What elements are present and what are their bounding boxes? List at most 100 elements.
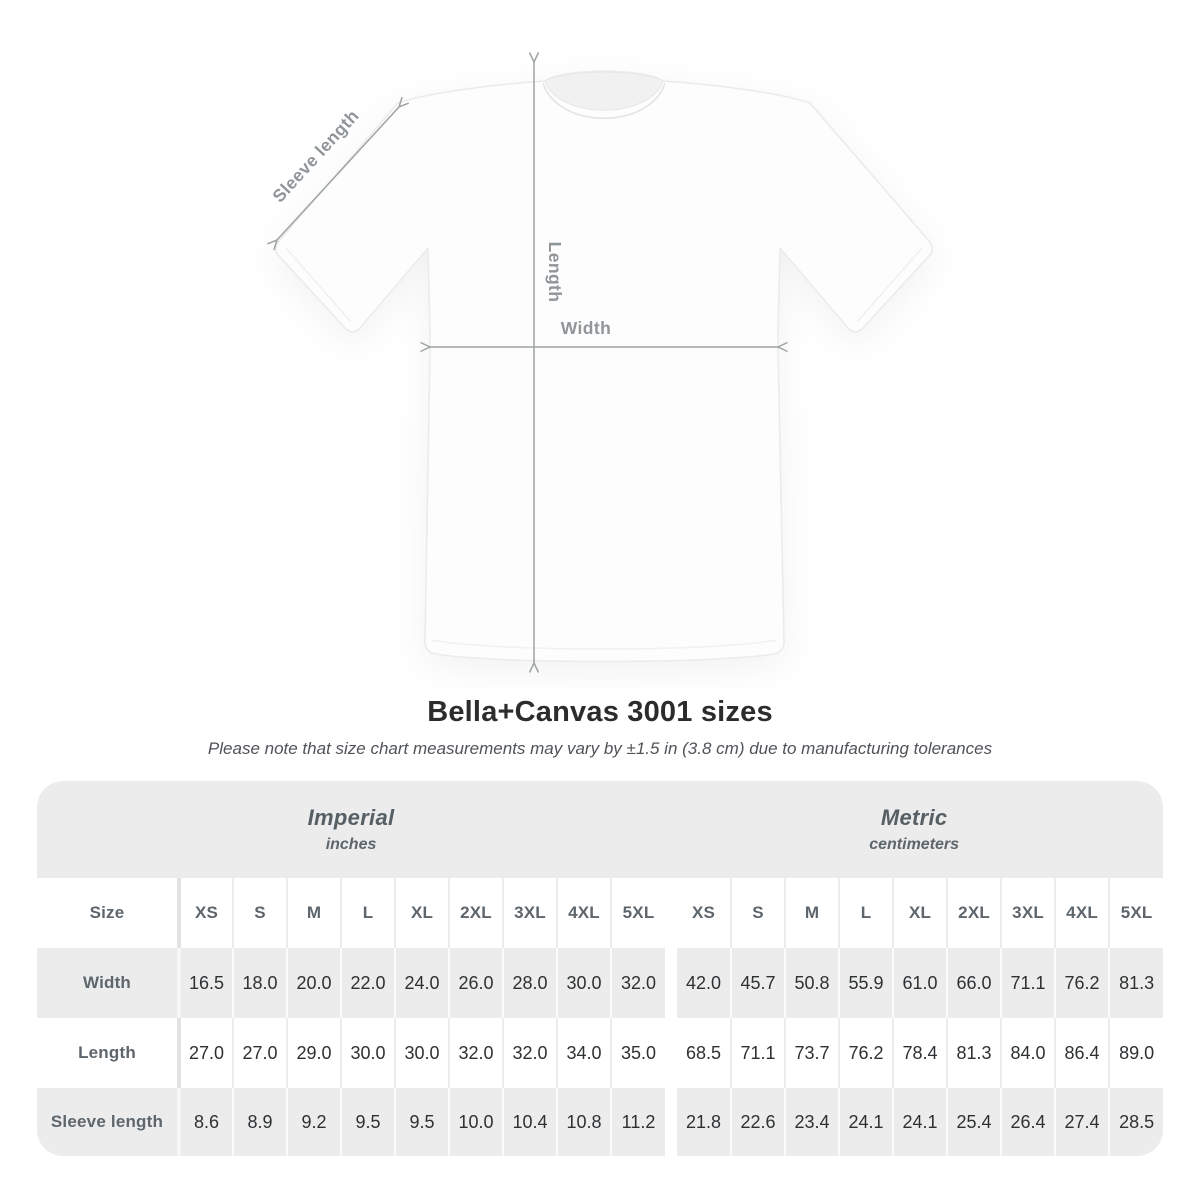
section-divider	[665, 1018, 678, 1088]
size-header: M	[286, 878, 341, 948]
measurement-value-cell: 28.5	[1108, 1088, 1163, 1156]
tshirt-illustration	[274, 70, 934, 663]
row-label: Length	[78, 1043, 136, 1062]
measurement-value-cell: 26.0	[448, 948, 503, 1018]
measurement-value-cell: 76.2	[838, 1018, 894, 1088]
collar	[544, 71, 664, 111]
size-header: L	[340, 878, 395, 948]
size-header: 3XL	[502, 878, 557, 948]
measurement-value-cell: 68.5	[686, 1042, 722, 1063]
table-row-width: Width 16.5 18.0 20.0 22.0 24.0 26.0 28.0…	[37, 948, 1163, 1018]
size-header: 5XL	[609, 878, 666, 948]
measurement-value-cell: 24.1	[892, 1088, 948, 1156]
measurement-value-cell: 10.4	[502, 1088, 557, 1156]
measurement-value-cell: 10.0	[448, 1088, 503, 1156]
sleeve-length-arrow	[277, 107, 399, 240]
measurement-value-cell: 8.6	[177, 1088, 233, 1156]
measurement-value-cell: 30.0	[394, 1018, 449, 1088]
measurement-value-cell: 76.2	[1054, 948, 1110, 1018]
size-header: 5XL	[1108, 878, 1163, 948]
imperial-header-cell: Imperial inches	[37, 781, 666, 878]
table-row-length: Length 27.0 27.0 29.0 30.0 30.0 32.0 32.…	[37, 1018, 1163, 1088]
measurement-value-cell: 22.0	[340, 948, 395, 1018]
measurement-value-cell: 71.1	[730, 1018, 786, 1088]
unit-band-row: Imperial inches Metric centimeters	[37, 781, 1163, 878]
measurement-value-cell: 21.8	[686, 1111, 722, 1132]
measurement-value-cell: 71.1	[1000, 948, 1056, 1018]
size-chart-table: Imperial inches Metric centimeters Size …	[37, 781, 1163, 1156]
measurement-value-cell: 27.0	[232, 1018, 287, 1088]
size-column-header: Size	[89, 903, 125, 922]
length-label: Length	[545, 242, 565, 303]
size-chart-table-container: Imperial inches Metric centimeters Size …	[37, 781, 1163, 1156]
measurement-value-cell: 24.0	[394, 948, 449, 1018]
measurement-value-cell: 78.4	[892, 1018, 948, 1088]
measurement-value-cell: 35.0	[609, 1018, 666, 1088]
size-header: XL	[394, 878, 449, 948]
measurement-value-cell: 18.0	[232, 948, 287, 1018]
size-header-row: Size XS S M L XL 2XL 3XL 4XL 5XL XS S M …	[37, 878, 1163, 948]
measurement-value-cell: 42.0	[686, 972, 722, 993]
size-header: 4XL	[1054, 878, 1110, 948]
page-title: Bella+Canvas 3001 sizes	[427, 696, 773, 728]
imperial-label: Imperial	[307, 805, 395, 830]
measurement-value-cell: 61.0	[892, 948, 948, 1018]
measurement-value-cell: 28.0	[502, 948, 557, 1018]
size-header: XL	[892, 878, 948, 948]
row-label: Sleeve length	[50, 1112, 164, 1131]
measurement-value-cell: 81.3	[1108, 948, 1163, 1018]
measurement-value-cell: 10.8	[556, 1088, 611, 1156]
measurement-value-cell: 32.0	[609, 948, 666, 1018]
measurement-value-cell: 55.9	[838, 948, 894, 1018]
measurement-value-cell: 25.4	[946, 1088, 1002, 1156]
size-header: L	[838, 878, 894, 948]
size-header: S	[232, 878, 287, 948]
tshirt-diagram: Sleeve length Length Width	[0, 0, 934, 688]
measurement-value-cell: 26.4	[1000, 1088, 1056, 1156]
measurement-value-cell: 30.0	[556, 948, 611, 1018]
size-header: 3XL	[1000, 878, 1056, 948]
tshirt-measurement-figure: Sleeve length Length Width	[0, 0, 934, 688]
width-label: Width	[561, 318, 611, 338]
metric-unit-label: centimeters	[869, 836, 960, 853]
measurement-value-cell: 24.1	[838, 1088, 894, 1156]
measurement-value-cell: 89.0	[1108, 1018, 1163, 1088]
measurement-value-cell: 20.0	[286, 948, 341, 1018]
size-header: 2XL	[448, 878, 503, 948]
measurement-value-cell: 32.0	[448, 1018, 503, 1088]
measurement-value-cell: 66.0	[946, 948, 1002, 1018]
measurement-value-cell: 9.5	[394, 1088, 449, 1156]
size-header: XS	[177, 878, 233, 948]
measurement-value-cell: 81.3	[946, 1018, 1002, 1088]
metric-label: Metric	[880, 805, 948, 830]
imperial-unit-label: inches	[325, 836, 377, 853]
size-header: XS	[692, 903, 716, 922]
table-row-sleeve-length: Sleeve length 8.6 8.9 9.2 9.5 9.5 10.0 1…	[37, 1088, 1163, 1156]
measurement-value-cell: 23.4	[784, 1088, 840, 1156]
measurement-value-cell: 86.4	[1054, 1018, 1110, 1088]
measurement-value-cell: 9.5	[340, 1088, 395, 1156]
section-divider	[665, 948, 678, 1018]
measurement-value-cell: 27.4	[1054, 1088, 1110, 1156]
measurement-value-cell: 8.9	[232, 1088, 287, 1156]
measurement-value-cell: 84.0	[1000, 1018, 1056, 1088]
measurement-value-cell: 32.0	[502, 1018, 557, 1088]
measurement-value-cell: 11.2	[609, 1088, 666, 1156]
section-divider	[665, 878, 678, 948]
measurement-value-cell: 34.0	[556, 1018, 611, 1088]
section-divider	[665, 1088, 678, 1156]
size-header: 2XL	[946, 878, 1002, 948]
metric-header-cell: Metric centimeters	[665, 781, 1163, 878]
measurement-value-cell: 9.2	[286, 1088, 341, 1156]
row-label: Width	[82, 973, 132, 992]
size-header: 4XL	[556, 878, 611, 948]
measurement-value-cell: 50.8	[784, 948, 840, 1018]
tolerance-note: Please note that size chart measurements…	[207, 739, 993, 758]
size-header: M	[784, 878, 840, 948]
measurement-value-cell: 16.5	[177, 948, 233, 1018]
measurement-value-cell: 22.6	[730, 1088, 786, 1156]
measurement-value-cell: 30.0	[340, 1018, 395, 1088]
measurement-value-cell: 73.7	[784, 1018, 840, 1088]
measurement-value-cell: 45.7	[730, 948, 786, 1018]
size-header: S	[730, 878, 786, 948]
